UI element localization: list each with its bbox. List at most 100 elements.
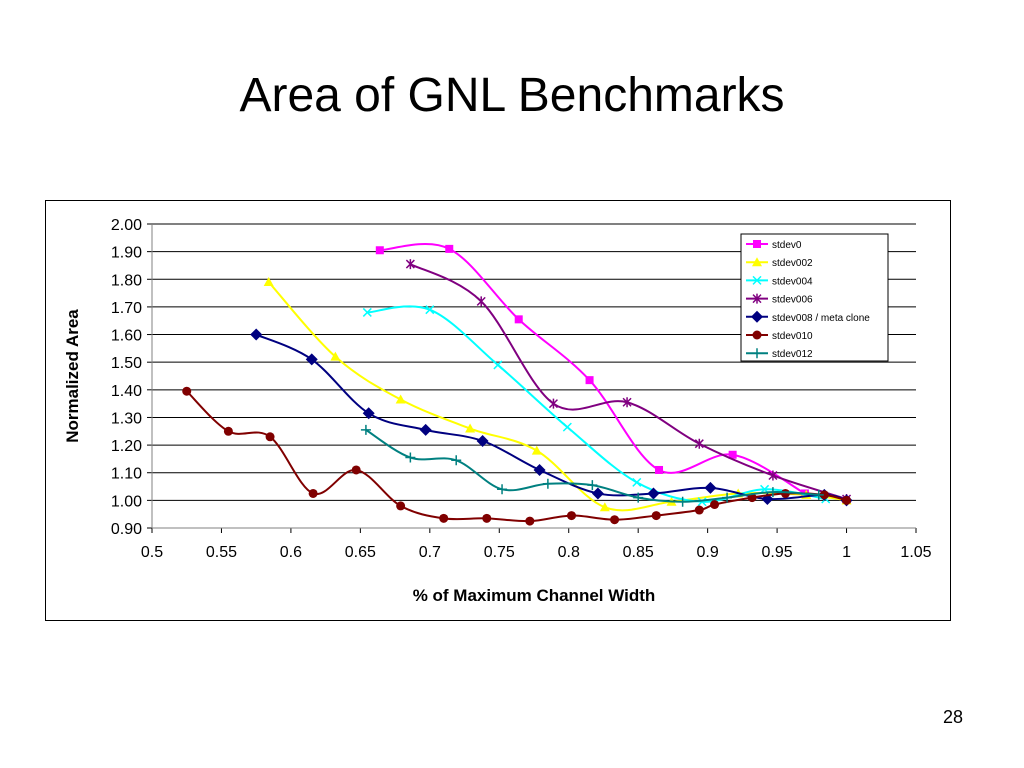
legend: stdev0 stdev002 stdev004 stdev006 stdev008 /…: [740, 233, 889, 362]
x-axis-label: % of Maximum Channel Width: [413, 586, 656, 605]
y-tick-label: 1.30: [111, 410, 142, 427]
data-point: [651, 511, 661, 521]
series-line: [186, 390, 847, 523]
data-point: [308, 488, 318, 498]
data-point: [768, 470, 778, 481]
x-tick-label: 0.95: [762, 544, 793, 561]
data-point: [396, 501, 406, 511]
series-line: [367, 305, 826, 503]
data-point: [405, 452, 416, 463]
legend-item: stdev006: [746, 293, 813, 306]
legend-label: stdev002: [772, 258, 813, 269]
y-tick-label: 0.90: [111, 521, 142, 538]
y-tick-label: 1.50: [111, 355, 142, 372]
axes: 0.90 1.00 1.10 1.20 1.30 1.40 1.50 1.60 1.70 1.80…: [111, 217, 932, 561]
series-stdev012: [360, 424, 824, 507]
y-tick-label: 1.80: [111, 272, 142, 289]
data-point: [533, 463, 546, 476]
legend-label: stdev008 / meta clone: [772, 313, 870, 324]
data-point: [813, 489, 824, 500]
data-point: [525, 516, 535, 526]
data-point: [710, 500, 720, 510]
x-tick-label: 0.6: [280, 544, 302, 561]
legend-item: stdev002: [746, 257, 813, 269]
y-tick-label: 1.70: [111, 300, 142, 317]
x-tick-label: 0.65: [345, 544, 376, 561]
data-point: [476, 434, 489, 447]
data-point: [591, 487, 604, 500]
legend-label: stdev012: [772, 349, 813, 360]
data-point: [395, 394, 406, 404]
data-point: [622, 397, 632, 408]
data-point: [585, 376, 594, 385]
data-point: [632, 477, 642, 487]
data-point: [697, 497, 707, 507]
legend-label: stdev006: [772, 295, 813, 306]
data-point: [451, 455, 462, 466]
legend-marker: [752, 257, 762, 267]
data-point: [263, 277, 274, 287]
data-point: [647, 487, 660, 500]
data-point: [250, 328, 263, 341]
series-stdev008-meta-clone: [250, 328, 853, 507]
data-point: [677, 496, 688, 507]
data-point: [633, 492, 644, 503]
data-point: [497, 484, 508, 495]
data-point: [767, 487, 778, 498]
legend-item: stdev004: [746, 275, 813, 287]
legend-box: [740, 233, 889, 362]
data-point: [722, 492, 733, 503]
y-tick-label: 1.60: [111, 328, 142, 345]
line-chart: 0.90 1.00 1.10 1.20 1.30 1.40 1.50 1.60 1.70 1.80…: [63, 217, 932, 605]
data-point: [445, 244, 454, 253]
data-point: [405, 259, 415, 270]
data-point: [493, 360, 503, 370]
x-tick-label: 0.85: [623, 544, 654, 561]
legend-label: stdev010: [772, 331, 813, 342]
data-point: [655, 465, 664, 474]
data-point: [514, 315, 523, 324]
data-point: [182, 386, 192, 396]
data-point: [419, 423, 432, 436]
data-point: [330, 351, 341, 361]
legend-item: stdev0: [746, 240, 802, 251]
data-point: [694, 438, 704, 449]
legend-item: stdev012: [746, 348, 813, 360]
data-point: [425, 305, 435, 315]
data-point: [305, 353, 318, 366]
y-tick-label: 1.10: [111, 466, 142, 483]
chart-frame: 0.90 1.00 1.10 1.20 1.30 1.40 1.50 1.60 1.70 1.80…: [45, 200, 951, 621]
data-point: [476, 296, 486, 307]
data-point: [548, 398, 558, 409]
data-point: [562, 422, 572, 432]
data-point: [587, 480, 598, 491]
data-point: [531, 445, 542, 455]
slide-title: Area of GNL Benchmarks: [239, 69, 785, 122]
page-number: 28: [942, 707, 963, 727]
data-point: [351, 465, 361, 475]
y-axis-label: Normalized Area: [63, 309, 82, 443]
data-point: [465, 423, 476, 433]
y-tick-label: 1.40: [111, 383, 142, 400]
x-tick-label: 0.55: [206, 544, 237, 561]
y-tick-label: 1.20: [111, 438, 142, 455]
x-tick-label: 0.8: [558, 544, 580, 561]
data-point: [265, 432, 275, 442]
legend-marker: [752, 348, 762, 359]
x-tick-label: 0.75: [484, 544, 515, 561]
legend-marker: [752, 293, 762, 304]
legend-marker: [751, 310, 763, 323]
y-tick-label: 2.00: [111, 217, 142, 234]
data-point: [439, 513, 449, 523]
data-point: [842, 495, 852, 505]
data-point: [482, 513, 492, 523]
data-point: [694, 505, 704, 515]
x-tick-label: 0.5: [141, 544, 163, 561]
y-tick-label: 1.00: [111, 493, 142, 510]
data-point: [704, 481, 717, 494]
series-group: [182, 243, 853, 526]
data-point: [599, 502, 610, 512]
data-point: [610, 515, 620, 525]
data-point: [819, 490, 829, 500]
legend-label: stdev0: [772, 240, 802, 251]
